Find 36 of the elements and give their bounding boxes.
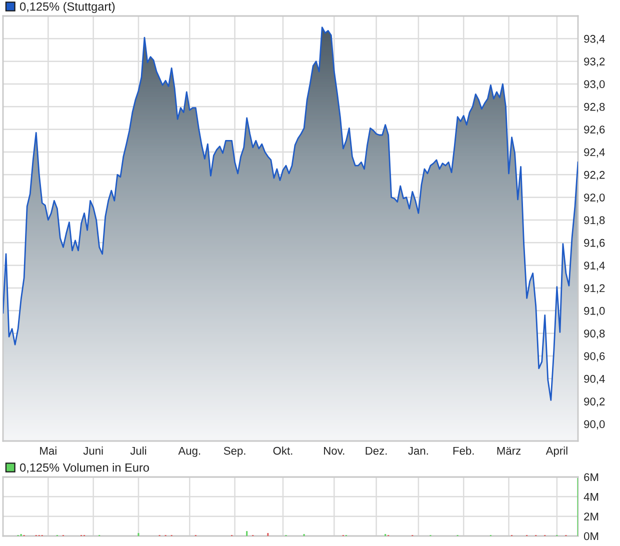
y-tick-label: 90,4 <box>584 374 605 384</box>
y-tick-label: 92,4 <box>584 148 605 158</box>
x-tick-label: Mai <box>40 446 56 455</box>
legend-label: 0,125% (Stuttgart) <box>20 2 115 14</box>
y-tick-label: 92,8 <box>584 102 605 112</box>
legend-label: 0,125% Volumen in Euro <box>20 463 149 474</box>
y-tick-label: 90,0 <box>584 420 605 430</box>
y-tick-label: 6M <box>584 473 598 482</box>
y-tick-label: 90,8 <box>584 330 605 339</box>
y-tick-label: 0M <box>584 532 598 540</box>
x-tick-label: März <box>497 446 521 455</box>
y-tick-label: 91,6 <box>584 238 605 248</box>
y-tick-label: 92,0 <box>584 194 605 203</box>
y-tick-label: 4M <box>584 493 598 501</box>
y-tick-label: 92,2 <box>584 170 605 180</box>
x-tick-label: Juni <box>83 446 103 455</box>
y-tick-label: 91,8 <box>584 216 605 226</box>
y-tick-label: 93,4 <box>584 34 605 44</box>
x-tick-label: Okt. <box>273 446 292 455</box>
y-tick-label: 90,6 <box>584 352 605 362</box>
x-tick-label: Dez. <box>366 446 387 455</box>
y-tick-label: 91,2 <box>584 284 605 294</box>
x-tick-label: April <box>546 446 568 457</box>
y-tick-label: 91,0 <box>584 306 605 316</box>
x-tick-label: Aug. <box>178 446 200 457</box>
y-tick-label: 93,2 <box>584 58 605 67</box>
y-tick-label: 2M <box>584 512 598 520</box>
x-tick-label: Feb. <box>453 446 474 455</box>
x-tick-label: Juli <box>130 446 146 455</box>
y-tick-label: 92,6 <box>584 126 605 135</box>
x-tick-label: Nov. <box>324 446 344 455</box>
x-tick-label: Sep. <box>224 446 246 457</box>
y-tick-label: 93,0 <box>584 80 605 90</box>
y-tick-label: 90,2 <box>584 398 605 407</box>
y-tick-label: 91,4 <box>584 262 605 271</box>
x-tick-label: Jan. <box>408 446 428 455</box>
